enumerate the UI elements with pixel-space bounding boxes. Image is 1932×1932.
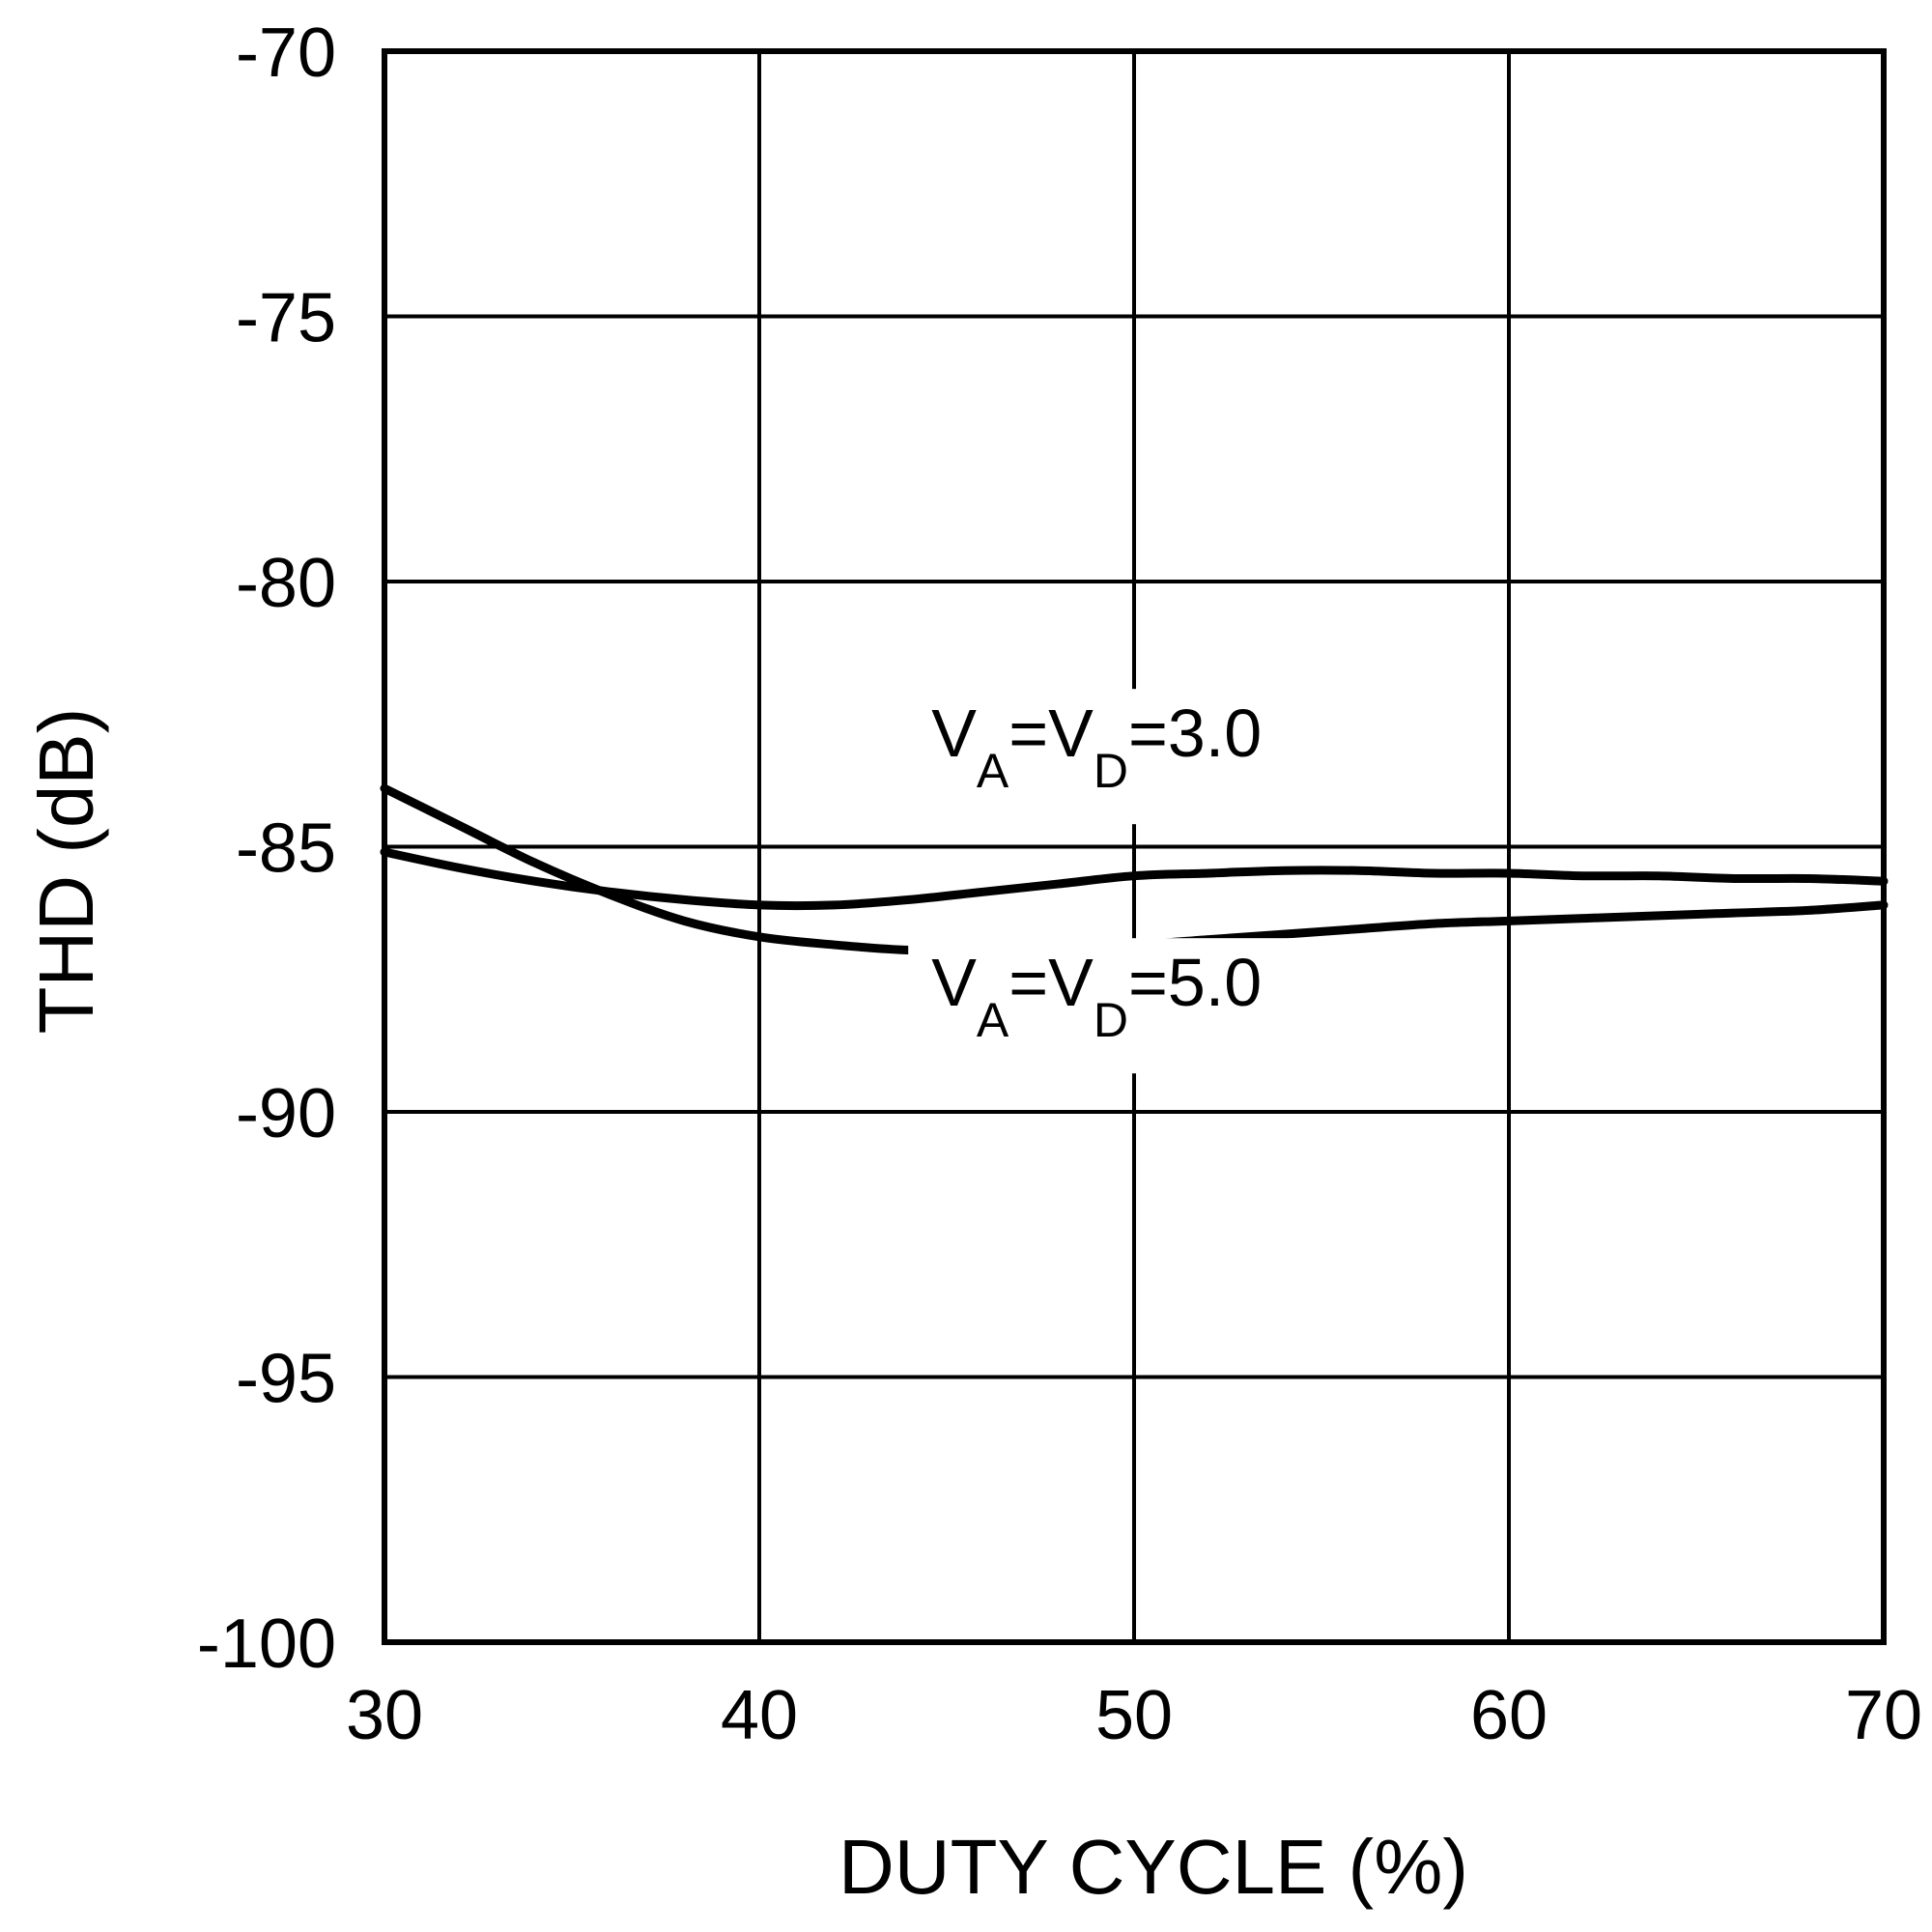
x-tick-label: 30 xyxy=(346,1677,423,1754)
series-annotations: VA=VD=3.0 VA=VD=5.0 xyxy=(908,689,1295,1074)
y-tick-label: -75 xyxy=(236,280,336,357)
y-tick-label: -100 xyxy=(197,1605,336,1683)
x-tick-label: 50 xyxy=(1095,1677,1173,1754)
annotation-backing xyxy=(908,689,1295,825)
y-tick-label: -90 xyxy=(236,1075,336,1152)
series-annotation-2: VA=VD=5.0 xyxy=(931,945,1262,1047)
plot-frame xyxy=(382,48,1887,1645)
x-axis-title: DUTY CYCLE (%) xyxy=(838,1824,1468,1910)
y-tick-label: -80 xyxy=(236,545,336,622)
x-tick-label: 70 xyxy=(1845,1677,1922,1754)
series-line-va-vd-3v xyxy=(380,847,1889,911)
y-axis-ticks: -70 -75 -80 -85 -90 -95 -100 xyxy=(197,14,336,1683)
x-tick-label: 40 xyxy=(721,1677,798,1754)
y-tick-label: -85 xyxy=(236,810,336,888)
y-tick-label: -70 xyxy=(236,14,336,92)
y-axis-title: THD (dB) xyxy=(23,708,109,1035)
y-tick-label: -95 xyxy=(236,1341,336,1418)
series-annotation-1: VA=VD=3.0 xyxy=(931,696,1262,798)
grid xyxy=(384,51,1884,1642)
x-tick-label: 60 xyxy=(1470,1677,1548,1754)
x-axis-ticks: 30 40 50 60 70 xyxy=(346,1677,1922,1754)
annotation-backing xyxy=(908,938,1295,1074)
